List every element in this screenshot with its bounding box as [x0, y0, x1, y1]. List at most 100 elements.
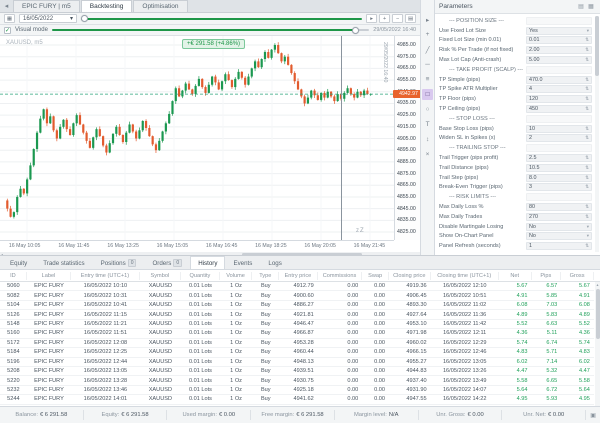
- table-row[interactable]: 5082 EPIC FURY 16/05/2022 10:31 XAUUSD 0.01 …: [0, 291, 594, 301]
- stepper-icon[interactable]: ⇅: [585, 204, 589, 210]
- parameter-value-num[interactable]: 80 ⇅: [526, 203, 592, 212]
- stepper-icon[interactable]: ⇅: [585, 125, 589, 131]
- stepper-icon[interactable]: ⇅: [585, 106, 589, 112]
- parameter-value-num[interactable]: 5.00 ⇅: [526, 56, 592, 65]
- parameter-value-select[interactable]: No ▾: [526, 222, 592, 231]
- parameter-value-num[interactable]: 0.01 ⇅: [526, 36, 592, 45]
- grid-view-icon[interactable]: ▦: [588, 4, 594, 10]
- tab-optimisation[interactable]: Optimisation: [133, 0, 188, 12]
- chart-plot[interactable]: [0, 36, 394, 240]
- ellipse-tool-icon[interactable]: ○: [425, 106, 430, 113]
- column-header[interactable]: Closing price: [389, 271, 431, 280]
- parameter-value-num[interactable]: 3 ⇅: [526, 183, 592, 192]
- table-row[interactable]: 5244 EPIC FURY 16/05/2022 14:01 XAUUSD 0.01 …: [0, 395, 594, 405]
- table-row[interactable]: 5208 EPIC FURY 16/05/2022 13:05 XAUUSD 0.01 …: [0, 367, 594, 377]
- tab-positions[interactable]: Positions 0: [93, 256, 145, 269]
- parameter-value-num[interactable]: 470.0 ⇅: [526, 75, 592, 84]
- parameter-value-num[interactable]: 8.0 ⇅: [526, 173, 592, 182]
- column-header[interactable]: Net: [499, 271, 532, 280]
- column-header[interactable]: ID: [0, 271, 27, 280]
- tab-backtesting[interactable]: Backtesting: [80, 0, 133, 12]
- column-header[interactable]: Symbol: [140, 271, 182, 280]
- parameter-value-num[interactable]: 270 ⇅: [526, 212, 592, 221]
- time-axis[interactable]: 16 May 10:05 16 May 11:45 16 May 13:25 16 M…: [0, 240, 394, 252]
- delete-tool-icon[interactable]: ×: [425, 151, 430, 158]
- column-header[interactable]: Swap: [362, 271, 389, 280]
- column-header[interactable]: Type: [252, 271, 280, 280]
- rectangle-tool-icon[interactable]: □: [422, 89, 434, 100]
- parameter-value-num[interactable]: 120 ⇅: [526, 95, 592, 104]
- parameter-value-num[interactable]: 10.5 ⇅: [526, 163, 592, 172]
- tab-history[interactable]: History: [190, 256, 226, 269]
- tab-epic-fury-m5[interactable]: EPIC FURY | m5: [13, 0, 80, 12]
- tab-logs[interactable]: Logs: [268, 259, 282, 267]
- column-header[interactable]: Commissions: [318, 271, 363, 280]
- chevron-down-icon[interactable]: ▾: [586, 233, 589, 239]
- date-range-slider-knob[interactable]: [81, 15, 88, 22]
- text-tool-icon[interactable]: T: [425, 121, 430, 128]
- tab-orders[interactable]: Orders 0: [144, 256, 190, 269]
- table-row[interactable]: 5060 EPIC FURY 16/05/2022 10:10 XAUUSD 0.01 …: [0, 282, 594, 292]
- parameter-value-num[interactable]: 1 ⇅: [526, 242, 592, 251]
- trendline-tool-icon[interactable]: ╱: [425, 46, 430, 54]
- cursor-tool-icon[interactable]: ▸: [425, 16, 430, 24]
- visual-mode-checkbox[interactable]: ✓: [4, 26, 11, 34]
- measure-tool-icon[interactable]: ↕: [425, 136, 430, 143]
- table-row[interactable]: 5172 EPIC FURY 16/05/2022 12:08 XAUUSD 0.01 …: [0, 339, 594, 349]
- playback-progress-slider[interactable]: [51, 26, 370, 35]
- date-range-slider[interactable]: [81, 14, 363, 23]
- scroll-left-icon[interactable]: ◂: [1, 251, 4, 256]
- stepper-icon[interactable]: ⇅: [585, 57, 589, 63]
- play-button[interactable]: ▸: [366, 14, 378, 23]
- crosshair-tool-icon[interactable]: +: [425, 31, 430, 38]
- stepper-icon[interactable]: ⇅: [585, 96, 589, 102]
- parameter-value-num[interactable]: 2.00 ⇅: [526, 46, 592, 55]
- stepper-icon[interactable]: ⇅: [585, 174, 589, 180]
- table-row[interactable]: 5160 EPIC FURY 16/05/2022 11:51 XAUUSD 0.01 …: [0, 329, 594, 339]
- stepper-icon[interactable]: ⇅: [585, 86, 589, 92]
- column-header[interactable]: Volume: [220, 271, 253, 280]
- parameters-scrollbar[interactable]: [595, 16, 599, 252]
- column-header[interactable]: Entry price: [279, 271, 318, 280]
- stepper-icon[interactable]: ⇅: [585, 37, 589, 43]
- playback-progress-knob[interactable]: [352, 26, 360, 34]
- column-header[interactable]: Label: [27, 271, 72, 280]
- stepper-icon[interactable]: ⇅: [585, 47, 589, 53]
- stepper-icon[interactable]: ⇅: [585, 155, 589, 161]
- parameter-value-num[interactable]: 4 ⇅: [526, 85, 592, 94]
- parameter-value-select[interactable]: No ▾: [526, 232, 592, 241]
- stepper-icon[interactable]: ⇅: [585, 213, 589, 219]
- table-row[interactable]: 5220 EPIC FURY 16/05/2022 13:28 XAUUSD 0.01 …: [0, 376, 594, 386]
- calendar-icon[interactable]: ▦: [4, 14, 15, 23]
- column-header[interactable]: Pips: [532, 271, 562, 280]
- parameters-scrollbar-thumb[interactable]: [595, 16, 599, 76]
- collapse-back-icon[interactable]: ◂: [4, 3, 9, 10]
- panel-expand-icon[interactable]: ▣: [590, 412, 596, 419]
- column-header[interactable]: Entry time (UTC+1): [71, 271, 140, 280]
- column-header[interactable]: Quantity: [181, 271, 220, 280]
- parameter-value-select[interactable]: Yes ▾: [526, 26, 592, 35]
- parameter-value-num[interactable]: 450 ⇅: [526, 105, 592, 114]
- horizontal-line-tool-icon[interactable]: ─: [425, 61, 430, 68]
- zoom-in-button[interactable]: +: [379, 14, 391, 23]
- candlestick-chart[interactable]: 4985.004975.004965.004955.004945.004935.…: [0, 36, 421, 256]
- stepper-icon[interactable]: ⇅: [585, 76, 589, 82]
- stepper-icon[interactable]: ⇅: [585, 243, 589, 249]
- parameter-value-num[interactable]: 10 ⇅: [526, 124, 592, 133]
- stepper-icon[interactable]: ⇅: [585, 184, 589, 190]
- tab-trade-statistics[interactable]: Trade statistics: [43, 259, 85, 267]
- stepper-icon[interactable]: ⇅: [585, 135, 589, 141]
- table-scrollbar-thumb[interactable]: [595, 289, 600, 339]
- table-row[interactable]: 5126 EPIC FURY 16/05/2022 11:15 XAUUSD 0.01 …: [0, 310, 594, 320]
- parameter-value-num[interactable]: 2 ⇅: [526, 134, 592, 143]
- stepper-icon[interactable]: ⇅: [585, 164, 589, 170]
- chevron-down-icon[interactable]: ▾: [586, 223, 589, 229]
- fibonacci-tool-icon[interactable]: ≡: [425, 76, 430, 83]
- chevron-down-icon[interactable]: ▾: [586, 27, 589, 33]
- chart-horizontal-scrollbar[interactable]: ◂ ▸: [0, 251, 421, 256]
- table-row[interactable]: 5184 EPIC FURY 16/05/2022 12:25 XAUUSD 0.01 …: [0, 348, 594, 358]
- column-header[interactable]: Closing time (UTC+1): [431, 271, 499, 280]
- price-axis[interactable]: 4985.004975.004965.004955.004945.004935.…: [394, 36, 421, 240]
- zoom-out-button[interactable]: −: [392, 14, 404, 23]
- table-row[interactable]: 5196 EPIC FURY 16/05/2022 12:44 XAUUSD 0.01 …: [0, 358, 594, 367]
